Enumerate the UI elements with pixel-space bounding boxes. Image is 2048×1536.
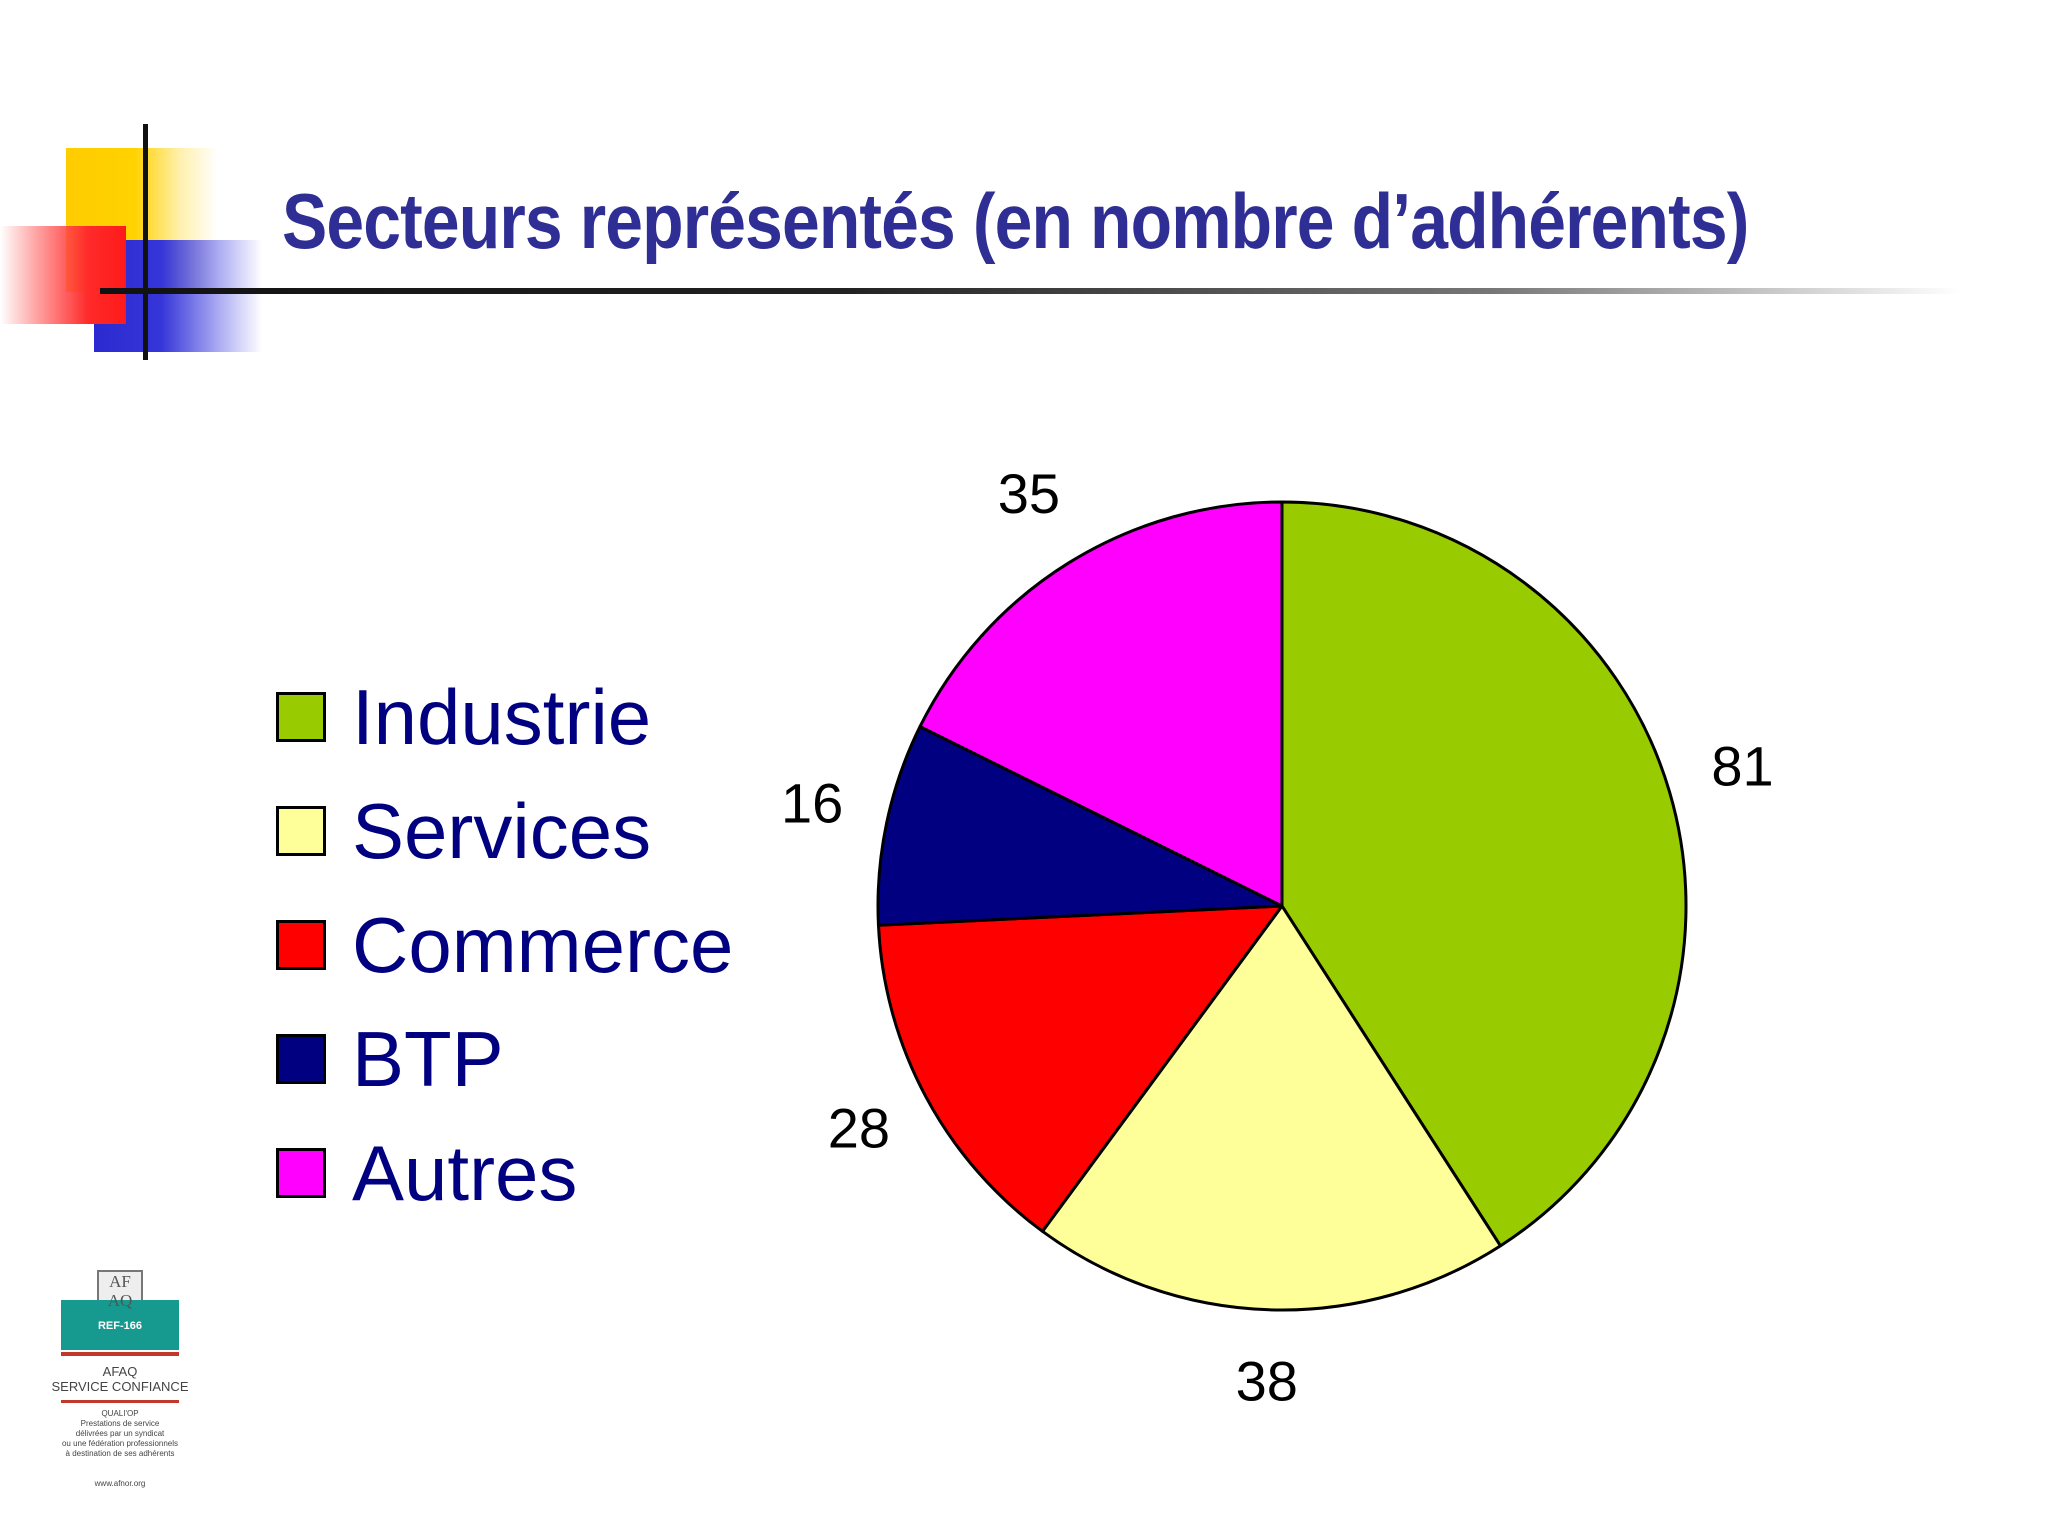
pie-slice-commerce: [876, 904, 1284, 1233]
afaq-url: www.afnor.org: [94, 1479, 146, 1488]
afaq-name-line1: AFAQ: [102, 1364, 138, 1379]
afaq-monogram-bottom: AQ: [107, 1291, 133, 1310]
data-label-commerce: 28: [828, 1096, 890, 1159]
afaq-red-stripe: [61, 1352, 179, 1356]
legend-swatch: [276, 1148, 326, 1198]
legend-label: BTP: [352, 1014, 504, 1103]
afaq-logo-mark: AF AQ REF-166: [61, 1270, 179, 1356]
legend-item-autres: Autres: [276, 1116, 733, 1230]
legend-label: Industrie: [352, 672, 652, 761]
legend-swatch: [276, 806, 326, 856]
chart-legend: Industrie Services Commerce BTP Autres: [276, 660, 733, 1230]
legend-swatch: [276, 920, 326, 970]
data-label-industrie: 81: [1711, 735, 1773, 798]
afaq-cert-title: QUALI'OP: [101, 1409, 139, 1418]
legend-swatch: [276, 1034, 326, 1084]
afaq-cert-line: à destination de ses adhérents: [65, 1449, 175, 1458]
afaq-name: AFAQ SERVICE CONFIANCE: [50, 1364, 190, 1394]
afaq-monogram-top: AF: [109, 1272, 131, 1291]
afaq-cert-line: ou une fédération professionnels: [61, 1439, 179, 1448]
data-label-autres: 35: [998, 462, 1060, 525]
afaq-cert-line: Prestations de service: [80, 1419, 160, 1428]
slide-title: Secteurs représentés (en nombre d’adhére…: [282, 177, 1749, 265]
afaq-ref-band: REF-166: [61, 1300, 179, 1350]
afaq-divider: [61, 1400, 179, 1403]
afaq-logo: AF AQ REF-166 AFAQ SERVICE CONFIANCE QUA…: [50, 1270, 190, 1488]
pie-slice-services: [1040, 904, 1502, 1312]
legend-label: Autres: [352, 1128, 578, 1217]
afaq-name-line2: SERVICE CONFIANCE: [51, 1379, 189, 1394]
legend-swatch: [276, 692, 326, 742]
afaq-certification: QUALI'OP Prestations de service délivrée…: [50, 1409, 190, 1459]
data-label-services: 38: [1236, 1350, 1298, 1413]
decor-vertical-line: [143, 124, 148, 360]
legend-label: Services: [352, 786, 652, 875]
title-underline: [100, 288, 1960, 294]
pie-slice-btp: [876, 725, 1284, 927]
afaq-cert-line: délivrées par un syndicat: [75, 1429, 165, 1438]
pie-slice-autres: [918, 500, 1284, 908]
pie-slice-industrie: [1280, 500, 1688, 1248]
legend-item-services: Services: [276, 774, 733, 888]
legend-item-industrie: Industrie: [276, 660, 733, 774]
legend-item-commerce: Commerce: [276, 888, 733, 1002]
data-label-btp: 16: [781, 771, 843, 834]
decor-red-square: [0, 226, 126, 324]
legend-item-btp: BTP: [276, 1002, 733, 1116]
legend-label: Commerce: [352, 900, 734, 989]
